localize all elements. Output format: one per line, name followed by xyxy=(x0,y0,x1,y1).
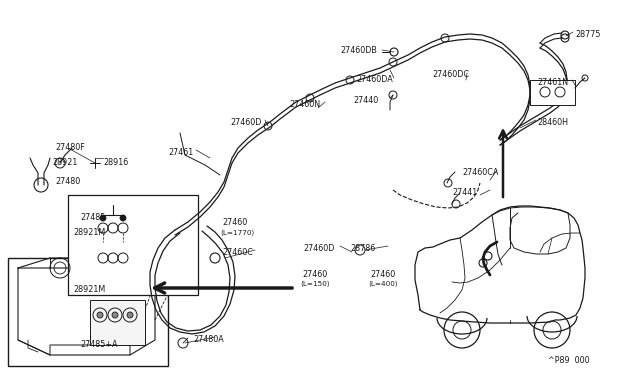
Text: 27460N: 27460N xyxy=(289,100,320,109)
Text: 28460H: 28460H xyxy=(537,118,568,127)
Circle shape xyxy=(127,312,133,318)
Text: 27440: 27440 xyxy=(353,96,378,105)
Text: 27460D: 27460D xyxy=(303,244,334,253)
Text: 28775: 28775 xyxy=(575,30,600,39)
Text: 28921: 28921 xyxy=(52,158,77,167)
Text: 28921M: 28921M xyxy=(73,285,105,294)
Text: ⟨L=150⟩: ⟨L=150⟩ xyxy=(300,281,330,287)
Text: 27460: 27460 xyxy=(222,218,247,227)
Text: 27480A: 27480A xyxy=(193,335,224,344)
Text: 27460CA: 27460CA xyxy=(462,168,499,177)
Text: 28786: 28786 xyxy=(350,244,375,253)
Text: ^P89  000: ^P89 000 xyxy=(548,356,589,365)
Text: 27480F: 27480F xyxy=(55,143,84,152)
Text: 27460D: 27460D xyxy=(230,118,261,127)
Bar xyxy=(530,80,575,105)
Text: 27460DB: 27460DB xyxy=(340,46,377,55)
Bar xyxy=(8,258,168,366)
Circle shape xyxy=(112,312,118,318)
Text: 27480: 27480 xyxy=(55,177,80,186)
Bar xyxy=(68,195,198,295)
Text: 27460C: 27460C xyxy=(222,248,253,257)
Text: 27485+A: 27485+A xyxy=(80,340,118,349)
Text: 27461N: 27461N xyxy=(537,78,568,87)
Text: 27485: 27485 xyxy=(80,213,106,222)
Text: 28916: 28916 xyxy=(103,158,128,167)
Circle shape xyxy=(100,215,106,221)
Text: 27460DA: 27460DA xyxy=(356,75,393,84)
Circle shape xyxy=(97,312,103,318)
Text: 27441: 27441 xyxy=(452,188,477,197)
Text: 27460: 27460 xyxy=(302,270,327,279)
Text: 27460DC: 27460DC xyxy=(432,70,469,79)
Text: 27460: 27460 xyxy=(370,270,396,279)
Text: 27461: 27461 xyxy=(168,148,193,157)
Text: ⟨L=1770⟩: ⟨L=1770⟩ xyxy=(220,230,254,236)
Text: 28921M: 28921M xyxy=(73,228,105,237)
Circle shape xyxy=(120,215,126,221)
Text: ⟨L=400⟩: ⟨L=400⟩ xyxy=(368,281,397,287)
Bar xyxy=(90,300,145,345)
